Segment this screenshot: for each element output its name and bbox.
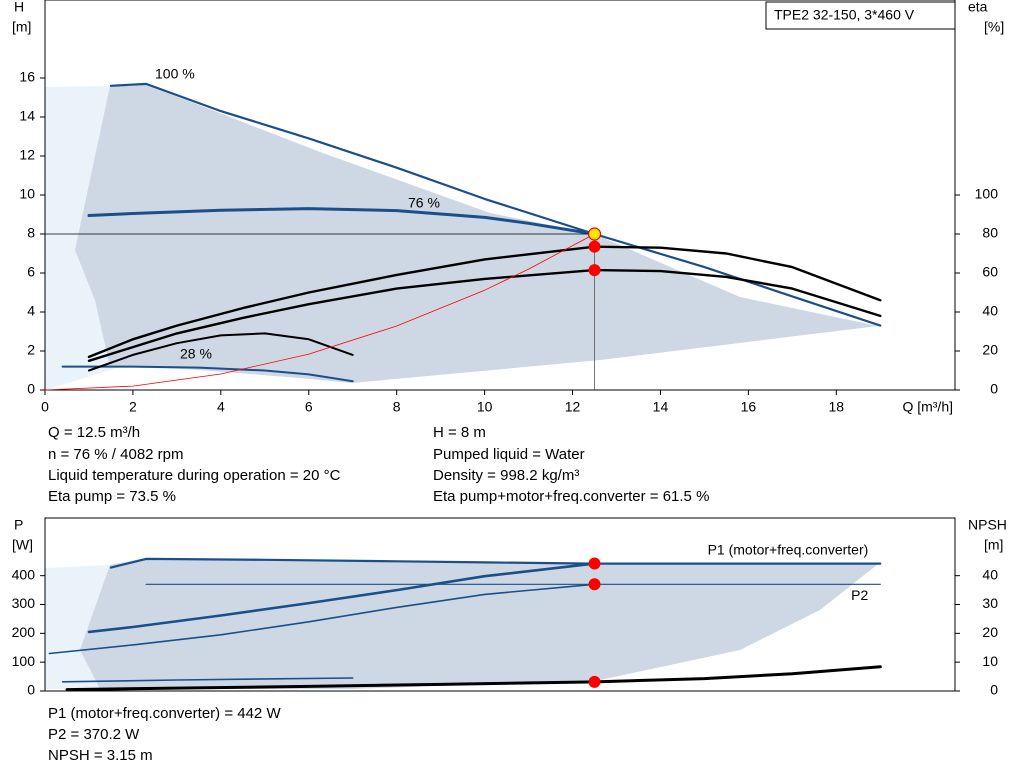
curve-label: 76 % <box>408 195 440 211</box>
y2-tick-label: 60 <box>982 264 998 280</box>
x-tick-label: 10 <box>477 399 493 415</box>
y2-tick-label: 80 <box>982 225 998 241</box>
y-tick-label: 14 <box>19 108 35 124</box>
y-tick-label: 4 <box>27 303 35 319</box>
info-line: Density = 998.2 kg/m³ <box>433 467 579 484</box>
info-line: Eta pump+motor+freq.converter = 61.5 % <box>433 488 709 505</box>
y-axis-label: P <box>14 517 23 533</box>
curve <box>48 583 596 655</box>
operating-point <box>588 675 601 688</box>
curve <box>61 677 354 683</box>
info-line: Eta pump = 73.5 % <box>48 488 176 505</box>
y-tick-label: 0 <box>27 682 35 698</box>
info-line: NPSH = 3.15 m <box>48 747 153 764</box>
curve-label: 100 % <box>155 66 195 82</box>
operating-point <box>588 240 601 253</box>
info-line: P2 = 370.2 W <box>48 726 140 743</box>
y-axis-label: [W] <box>12 537 33 553</box>
curve <box>88 332 354 372</box>
curve <box>87 268 882 362</box>
y2-tick-label: 0 <box>990 381 998 397</box>
y2-tick-label: 100 <box>975 186 999 202</box>
curve <box>44 233 595 391</box>
x-tick-label: 14 <box>653 399 669 415</box>
curve <box>61 365 354 383</box>
info-line: H = 8 m <box>433 424 486 441</box>
curve <box>87 207 596 236</box>
curve <box>65 665 882 692</box>
y-tick-label: 12 <box>19 147 35 163</box>
y-tick-label: 8 <box>27 225 35 241</box>
y2-tick-label: 0 <box>990 682 998 698</box>
y-tick-label: 300 <box>12 595 36 611</box>
curve <box>87 245 882 359</box>
y2-axis-label: [m] <box>984 537 1003 553</box>
info-line: Pumped liquid = Water <box>433 446 585 463</box>
info-line: Liquid temperature during operation = 20… <box>48 467 341 484</box>
y2-tick-label: 40 <box>982 303 998 319</box>
y2-axis-label: eta <box>968 0 988 15</box>
y2-tick-label: 20 <box>982 624 998 640</box>
operating-point <box>588 557 601 570</box>
info-line: Q = 12.5 m³/h <box>48 424 140 441</box>
series-label: P1 (motor+freq.converter) <box>708 541 869 557</box>
range-shade <box>75 84 878 383</box>
power-shade <box>80 558 878 689</box>
x-axis-label: Q [m³/h] <box>902 399 953 415</box>
curve <box>109 557 882 569</box>
x-tick-label: 6 <box>305 399 313 415</box>
y2-axis-label: NPSH <box>968 517 1007 533</box>
x-tick-label: 18 <box>829 399 845 415</box>
info-line: n = 76 % / 4082 rpm <box>48 446 184 463</box>
chart-title: TPE2 32-150, 3*460 V <box>774 7 915 23</box>
y2-tick-label: 10 <box>982 653 998 669</box>
y2-tick-label: 30 <box>982 595 998 611</box>
y-tick-label: 400 <box>12 566 36 582</box>
y2-tick-label: 20 <box>982 342 998 358</box>
title-box <box>765 1 956 30</box>
operating-point <box>588 264 601 277</box>
y-tick-label: 16 <box>19 69 35 85</box>
x-tick-label: 2 <box>129 399 137 415</box>
x-tick-label: 4 <box>217 399 225 415</box>
operating-point <box>587 227 602 241</box>
curve-label: 28 % <box>180 346 212 362</box>
x-tick-label: 0 <box>41 399 49 415</box>
info-line: P1 (motor+freq.converter) = 442 W <box>48 705 281 722</box>
y-tick-label: 6 <box>27 264 35 280</box>
x-tick-label: 12 <box>565 399 581 415</box>
y-axis-label: [m] <box>12 19 31 35</box>
y-tick-label: 10 <box>19 186 35 202</box>
curve <box>87 562 596 634</box>
y-tick-label: 0 <box>27 381 35 397</box>
operating-point <box>588 578 601 591</box>
chart-layer: TPE2 32-150, 3*460 V H [m] eta [%] Q [m³/h] 0 2… <box>12 0 1007 764</box>
y-tick-label: 2 <box>27 342 35 358</box>
y2-axis-label: [%] <box>984 19 1004 35</box>
x-tick-label: 16 <box>741 399 757 415</box>
y-tick-label: 200 <box>12 624 36 640</box>
x-tick-label: 8 <box>393 399 401 415</box>
y2-tick-label: 40 <box>982 566 998 582</box>
series-label: P2 <box>851 587 868 603</box>
y-axis-label: H <box>14 0 24 15</box>
y-tick-label: 100 <box>12 653 36 669</box>
